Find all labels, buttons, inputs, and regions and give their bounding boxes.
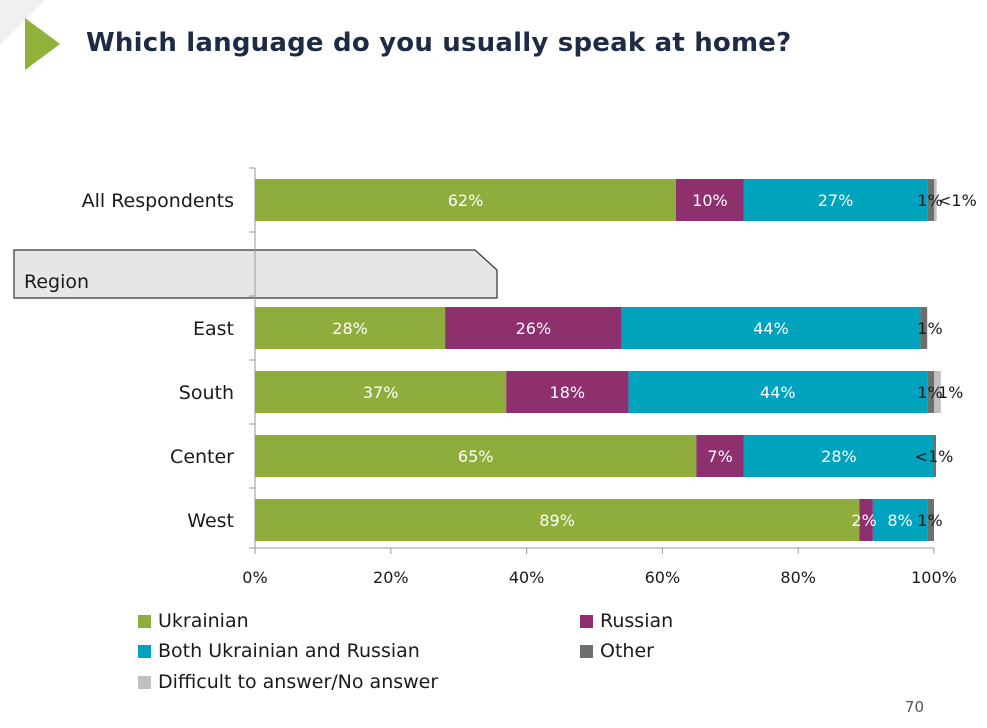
bar-west-both	[872, 499, 928, 541]
legend-label-other: Other	[600, 640, 654, 662]
bar-east-ukrainian	[255, 307, 446, 349]
data-label-all-respondents-other: 1%	[917, 191, 942, 210]
data-label-west-russian: 2%	[851, 511, 876, 530]
category-label-south: South	[179, 382, 234, 404]
legend-swatch-both	[138, 644, 151, 658]
x-tick-label-100: 100%	[911, 568, 957, 587]
data-label-west-both: 8%	[887, 511, 912, 530]
x-tick-label-80: 80%	[780, 568, 816, 587]
legend-swatch-difficult	[138, 675, 151, 689]
x-tick-label-0: 0%	[242, 568, 267, 587]
region-label: Region	[24, 271, 89, 293]
legend-label-both: Both Ukrainian and Russian	[158, 640, 420, 662]
bar-center-ukrainian	[255, 435, 697, 477]
data-label-south-other: 1%	[917, 383, 942, 402]
bar-all-respondents-difficult	[934, 179, 937, 221]
legend-item-ukrainian: Ukrainian	[138, 610, 249, 632]
bar-all-respondents-ukrainian	[255, 179, 676, 221]
x-tick-label-20: 20%	[373, 568, 409, 587]
page-title: Which language do you usually speak at h…	[86, 28, 792, 58]
data-label-east-other: 1%	[917, 319, 942, 338]
legend-item-russian: Russian	[580, 610, 673, 632]
bar-east-other	[920, 307, 928, 349]
legend-item-difficult: Difficult to answer/No answer	[138, 671, 438, 693]
data-label-all-respondents-both: 27%	[818, 191, 854, 210]
x-tick-label-60: 60%	[645, 568, 681, 587]
legend-label-russian: Russian	[600, 610, 674, 632]
data-label-all-respondents-ukrainian: 62%	[448, 191, 484, 210]
data-label-center-both: 28%	[821, 447, 857, 466]
bar-south-other	[927, 371, 934, 413]
data-label-south-russian: 18%	[550, 383, 586, 402]
data-label-center-ukrainian: 65%	[458, 447, 494, 466]
bar-all-respondents-both	[743, 179, 928, 221]
legend-swatch-ukrainian	[138, 614, 151, 628]
legend-item-other: Other	[580, 640, 654, 662]
legend-label-ukrainian: Ukrainian	[158, 610, 249, 632]
bar-south-ukrainian	[255, 371, 507, 413]
bar-all-respondents-russian	[675, 179, 744, 221]
legend-label-difficult: Difficult to answer/No answer	[158, 671, 439, 693]
data-label-all-respondents-difficult: <1%	[938, 191, 977, 210]
data-label-west-ukrainian: 89%	[539, 511, 575, 530]
category-label-all-respondents: All Respondents	[82, 190, 234, 212]
data-label-center-russian: 7%	[707, 447, 732, 466]
bar-center-russian	[696, 435, 744, 477]
bar-all-respondents-other	[927, 179, 934, 221]
category-label-east: East	[193, 318, 234, 340]
bar-center-both	[743, 435, 934, 477]
category-label-west: West	[187, 510, 234, 532]
data-label-south-ukrainian: 37%	[363, 383, 399, 402]
bar-west-ukrainian	[255, 499, 860, 541]
bar-east-both	[621, 307, 921, 349]
legend-swatch-russian	[580, 614, 593, 628]
stacked-bar-chart: Region 0% 20% 40% 60% 80% 100% All Respondents E…	[13, 167, 977, 587]
corner-decoration	[0, 0, 60, 70]
legend-item-both: Both Ukrainian and Russian	[138, 640, 420, 662]
bar-south-both	[628, 371, 928, 413]
x-tick-label-40: 40%	[509, 568, 545, 587]
bar-east-russian	[445, 307, 622, 349]
page-number: 70	[904, 698, 924, 716]
data-label-east-russian: 26%	[516, 319, 552, 338]
bar-west-other	[927, 499, 934, 541]
bar-south-russian	[506, 371, 629, 413]
bar-west-russian	[859, 499, 873, 541]
data-label-east-both: 44%	[753, 319, 789, 338]
data-label-east-ukrainian: 28%	[332, 319, 368, 338]
data-label-center-difficult: <1%	[915, 447, 954, 466]
bar-south-difficult	[934, 371, 941, 413]
category-label-center: Center	[170, 446, 234, 468]
legend-swatch-other	[580, 644, 593, 658]
data-label-south-both: 44%	[760, 383, 796, 402]
data-label-south-difficult: 1%	[938, 383, 963, 402]
data-label-west-other: 1%	[917, 511, 942, 530]
data-label-all-respondents-russian: 10%	[692, 191, 728, 210]
bar-center-other	[934, 435, 937, 477]
